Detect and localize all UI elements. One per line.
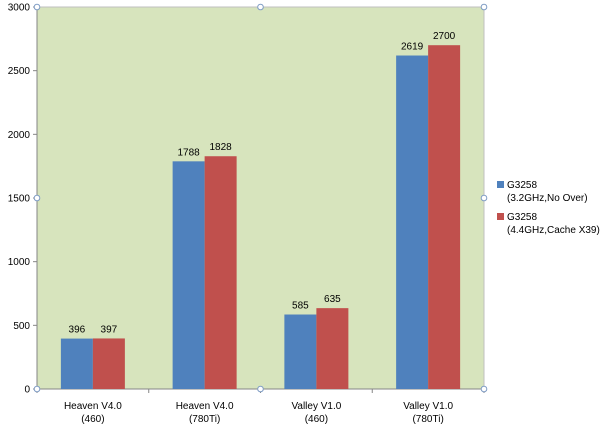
legend-entry-label: G3258 (3.2GHz,No Over) (507, 180, 588, 204)
y-tick-label: 3000 (8, 3, 31, 14)
y-tick-label: 1000 (8, 257, 31, 268)
bar-data-label: 1788 (178, 147, 201, 158)
bar-data-label: 635 (324, 294, 341, 305)
bar (396, 55, 429, 389)
bar (92, 338, 125, 389)
y-tick-label: 1500 (8, 194, 31, 205)
resize-handle[interactable] (33, 3, 41, 11)
bars (60, 45, 461, 389)
resize-handle[interactable] (257, 385, 264, 393)
x-category-label: Heaven V4.0 (460) (64, 401, 122, 425)
data-labels: 396 1788 585 2619 397 1828 635 2700 (69, 31, 456, 335)
bar-data-label: 585 (292, 301, 309, 312)
bar (172, 161, 205, 389)
selection-handles (33, 3, 488, 393)
bar (60, 338, 93, 389)
x-category-label: Heaven V4.0 (780Ti) (176, 401, 234, 425)
y-tick-label: 2500 (8, 66, 31, 77)
bar (204, 156, 237, 389)
x-category-label: Valley V1.0 (780Ti) (403, 401, 453, 425)
legend: G3258 (3.2GHz,No Over) G3258 (4.4GHz,Cache … (497, 180, 600, 236)
resize-handle[interactable] (33, 385, 41, 393)
x-category-label: Valley V1.0 (460) (291, 401, 341, 425)
resize-handle[interactable] (33, 194, 41, 202)
legend-entry-label: G3258 (4.4GHz,Cache X39) (507, 212, 600, 236)
y-tick-label: 0 (24, 385, 30, 396)
y-tick-label: 2000 (8, 130, 31, 141)
resize-handle[interactable] (480, 194, 488, 202)
bar (284, 314, 317, 389)
resize-handle[interactable] (480, 385, 488, 393)
bar (428, 45, 461, 389)
bar-data-label: 2700 (433, 31, 456, 42)
resize-handle[interactable] (480, 3, 488, 11)
legend-swatch (497, 213, 504, 220)
bar-data-label: 397 (101, 324, 118, 335)
y-tick-label: 500 (13, 321, 30, 332)
bar-data-label: 396 (69, 325, 86, 336)
bar-data-label: 2619 (401, 42, 424, 53)
resize-handle[interactable] (257, 3, 264, 11)
bar (316, 308, 349, 389)
legend-swatch (497, 181, 504, 188)
bar-data-label: 1828 (210, 142, 233, 153)
